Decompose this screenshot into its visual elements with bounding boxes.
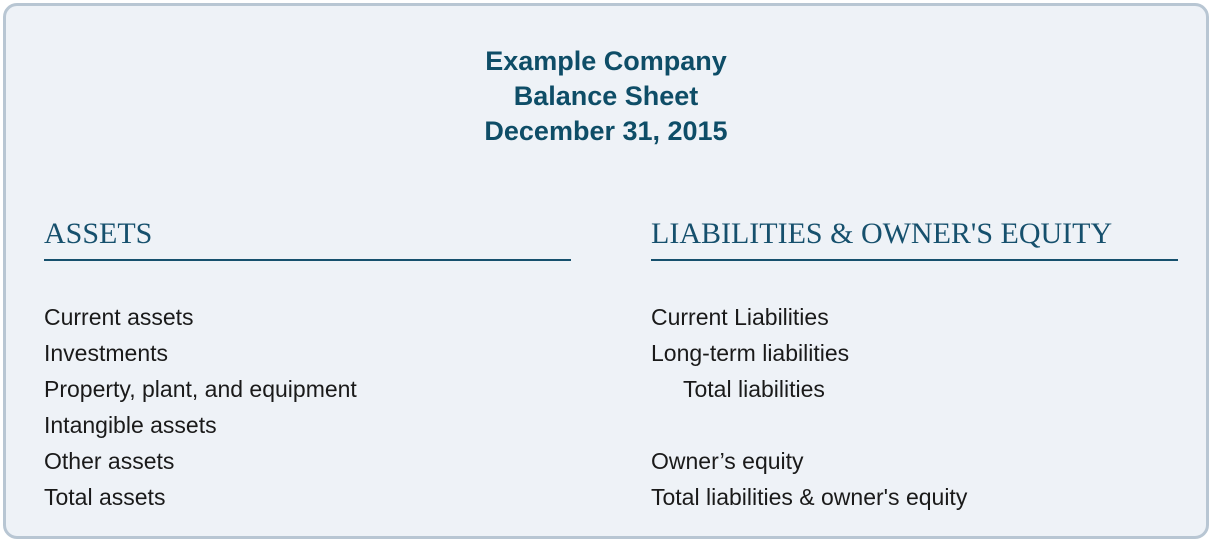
report-date: December 31, 2015	[484, 116, 728, 146]
list-item: Long-term liabilities	[651, 340, 850, 366]
list-item: Current assets	[44, 304, 194, 330]
list-item: Total liabilities & owner's equity	[651, 484, 968, 510]
list-item: Property, plant, and equipment	[44, 376, 357, 402]
company-name: Example Company	[485, 46, 727, 76]
list-item: Owner’s equity	[651, 448, 804, 474]
list-item: Total liabilities	[683, 376, 825, 402]
report-title: Balance Sheet	[513, 81, 699, 111]
liabilities-list: Current Liabilities Long-term liabilitie…	[651, 299, 1178, 515]
list-item: Other assets	[44, 448, 175, 474]
assets-heading: ASSETS	[44, 216, 571, 261]
liabilities-heading: LIABILITIES & OWNER'S EQUITY	[651, 216, 1178, 261]
report-header: Example Company Balance Sheet December 3…	[6, 44, 1206, 149]
liabilities-section: LIABILITIES & OWNER'S EQUITY Current Lia…	[651, 216, 1178, 515]
list-item: Investments	[44, 340, 168, 366]
balance-sheet-columns: ASSETS Current assets Investments Proper…	[6, 216, 1206, 515]
list-item-blank	[651, 407, 1178, 443]
list-item: Current Liabilities	[651, 304, 829, 330]
assets-list: Current assets Investments Property, pla…	[44, 299, 571, 515]
assets-section: ASSETS Current assets Investments Proper…	[44, 216, 571, 515]
list-item: Total assets	[44, 484, 166, 510]
balance-sheet-card: Example Company Balance Sheet December 3…	[3, 3, 1209, 539]
list-item: Intangible assets	[44, 412, 217, 438]
